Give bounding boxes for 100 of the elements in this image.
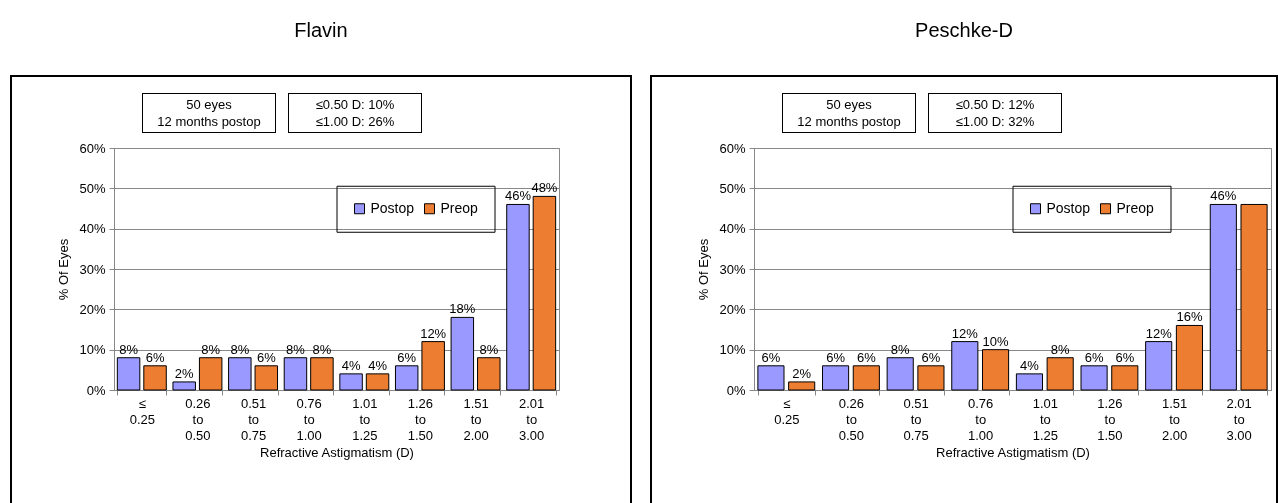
- text: 50 eyes 12 months postop: [782, 93, 916, 133]
- bar: [365, 373, 390, 391]
- text: 50 eyes 12 months postop: [142, 93, 276, 133]
- y-tick-label: 0%: [86, 382, 106, 398]
- data-label: 6%: [761, 349, 781, 365]
- data-label: 48%: [531, 180, 558, 196]
- data-label: 6%: [145, 349, 165, 365]
- data-label: 8%: [479, 341, 499, 357]
- data-label: 6%: [1115, 349, 1135, 365]
- data-label: 8%: [286, 341, 306, 357]
- data-label: 6%: [397, 349, 417, 365]
- y-tick-label: 30%: [79, 261, 106, 277]
- data-label: 46%: [1210, 188, 1237, 204]
- bar: [228, 357, 252, 391]
- bar: [981, 349, 1010, 391]
- y-tick-label: 60%: [79, 140, 106, 156]
- bar: [757, 365, 785, 391]
- bar: [1111, 365, 1139, 391]
- bar: [283, 357, 308, 391]
- x-tick-label: 1.26 to 1.50: [1097, 395, 1123, 443]
- chart-title: Peschke-D: [914, 18, 1014, 43]
- y-tick-label: 0%: [726, 382, 746, 398]
- bar: [822, 365, 850, 391]
- legend-label: Preop: [1116, 199, 1155, 216]
- text: ≤0.50 D: 12% ≤1.00 D: 32%: [928, 93, 1062, 133]
- x-tick-label: 0.26 to 0.50: [838, 395, 865, 443]
- x-tick-label: 0.51 to 0.75: [903, 395, 929, 443]
- bar: [532, 195, 557, 391]
- y-tick-label: 20%: [79, 301, 106, 317]
- data-label: 8%: [201, 341, 221, 357]
- x-tick-label: 2.01 to 3.00: [1226, 395, 1252, 443]
- y-tick-label: 50%: [79, 180, 106, 196]
- bar: [852, 365, 880, 391]
- data-label: 4%: [341, 357, 361, 373]
- bar: [1046, 357, 1074, 391]
- bar: [1240, 203, 1268, 391]
- data-label: 10%: [982, 333, 1009, 349]
- bar: [116, 357, 141, 391]
- bar: [254, 365, 279, 391]
- data-label: 2%: [174, 365, 195, 381]
- bar: [394, 365, 419, 391]
- x-tick-label: 1.01 to 1.25: [352, 395, 378, 443]
- data-label: 12%: [951, 325, 979, 341]
- y-tick-label: 50%: [719, 180, 746, 196]
- data-label: 12%: [420, 325, 447, 341]
- y-tick-label: 60%: [719, 140, 746, 156]
- y-axis-title: % Of Eyes: [56, 238, 72, 301]
- chart-title: Flavin: [293, 18, 349, 43]
- bar: [506, 203, 530, 391]
- data-label: 4%: [1020, 357, 1040, 373]
- x-tick-label: ≤ 0.25: [129, 395, 155, 427]
- bar: [788, 381, 816, 391]
- bar: [310, 357, 334, 391]
- x-axis-title: Refractive Astigmatism (D): [936, 444, 1090, 460]
- bar: [1209, 203, 1237, 391]
- bar: [477, 357, 501, 391]
- y-tick-label: 10%: [719, 342, 746, 358]
- x-tick-label: 0.51 to 0.75: [240, 395, 267, 443]
- data-label: 18%: [449, 301, 476, 317]
- x-tick-label: 0.76 to 1.00: [968, 395, 994, 443]
- data-label: 8%: [119, 341, 139, 357]
- data-label: 8%: [890, 341, 911, 357]
- x-tick-label: 1.51 to 2.00: [1161, 395, 1188, 443]
- text: ≤0.50 D: 10% ≤1.00 D: 26%: [288, 93, 422, 133]
- bar: [1175, 324, 1203, 391]
- legend-label: Postop: [370, 199, 415, 216]
- data-label: 6%: [856, 349, 877, 365]
- y-tick-label: 30%: [719, 261, 746, 277]
- bar: [421, 341, 445, 391]
- bar: [951, 341, 979, 391]
- y-tick-label: 10%: [79, 342, 106, 358]
- x-tick-label: 0.76 to 1.00: [296, 395, 322, 443]
- data-label: 12%: [1145, 325, 1173, 341]
- bar: [172, 381, 196, 391]
- x-tick-label: 1.51 to 2.00: [463, 395, 489, 443]
- y-tick-label: 40%: [719, 221, 746, 237]
- bar: [1015, 373, 1044, 391]
- data-label: 16%: [1176, 309, 1203, 325]
- bar: [198, 357, 223, 391]
- bar: [450, 316, 475, 391]
- legend-label: Postop: [1046, 199, 1091, 216]
- y-axis-title: % Of Eyes: [696, 238, 712, 301]
- data-label: 46%: [504, 188, 532, 204]
- data-label: 8%: [312, 341, 332, 357]
- x-tick-label: 1.26 to 1.50: [407, 395, 434, 443]
- legend-label: Preop: [440, 199, 479, 216]
- data-label: 8%: [1050, 341, 1071, 357]
- x-tick-label: 2.01 to 3.00: [519, 395, 545, 443]
- x-tick-label: 0.26 to 0.50: [185, 395, 211, 443]
- bar: [143, 365, 167, 391]
- bar: [917, 365, 945, 391]
- data-label: 4%: [368, 357, 388, 373]
- y-tick-label: 40%: [79, 221, 106, 237]
- y-tick-label: 20%: [719, 301, 746, 317]
- data-label: 6%: [826, 349, 846, 365]
- data-label: 8%: [230, 341, 250, 357]
- bar: [1145, 341, 1173, 391]
- data-label: 6%: [256, 349, 277, 365]
- x-axis-title: Refractive Astigmatism (D): [260, 444, 414, 460]
- bar: [1080, 365, 1108, 391]
